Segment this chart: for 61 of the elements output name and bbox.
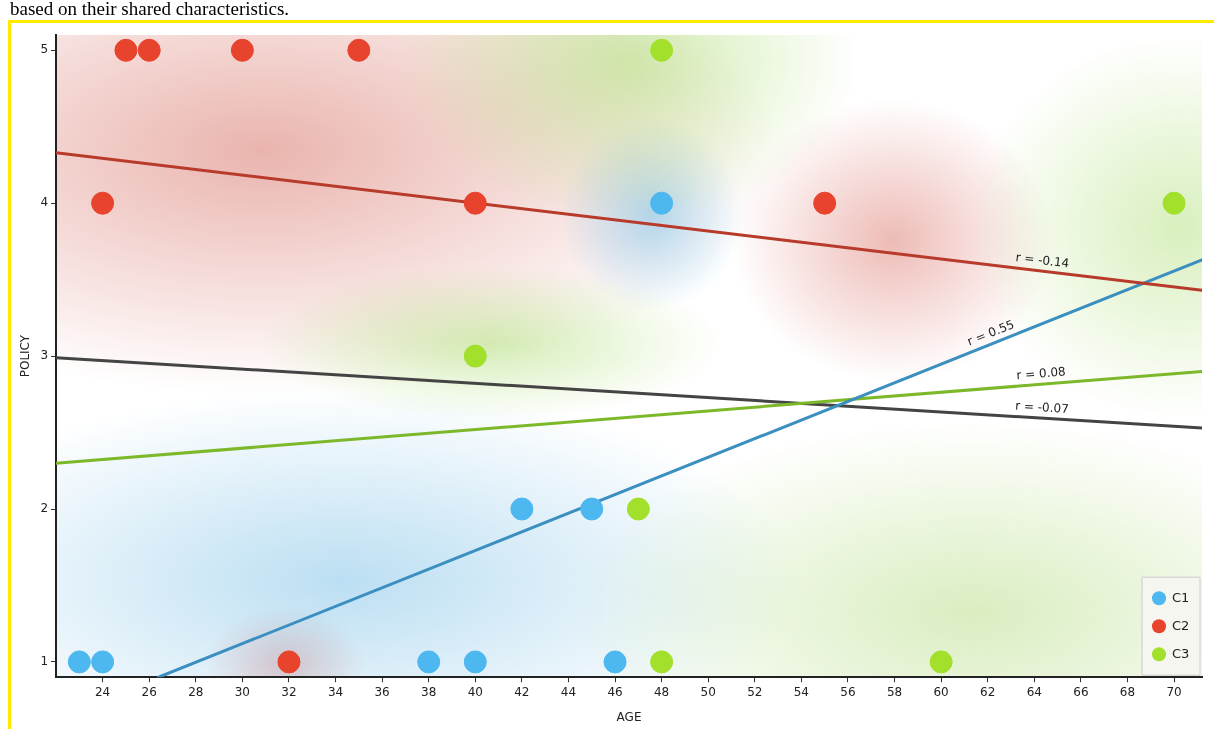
x-tick-label: 52 [747,684,763,699]
point [137,38,161,62]
legend-label: C1 [1172,589,1190,605]
x-tick-label: 42 [514,684,530,699]
x-tick-label: 48 [653,684,670,699]
x-tick-label: 46 [607,684,623,699]
x-tick-label: 56 [840,684,856,699]
point [91,191,115,215]
point [277,650,301,674]
x-tick-label: 54 [793,684,810,699]
point [347,38,371,62]
x-axis-title: AGE [616,709,642,724]
x-tick-label: 32 [281,684,297,699]
point [626,497,650,521]
point [463,191,487,215]
point [650,38,674,62]
y-tick-label: 2 [40,501,49,516]
y-tick-label: 4 [40,195,49,210]
point [929,650,953,674]
point [580,497,604,521]
x-tick-label: 36 [374,684,390,699]
x-tick-label: 70 [1166,684,1182,699]
x-tick-label: 30 [234,684,251,699]
x-tick-label: 28 [188,684,204,699]
point [230,38,254,62]
point [603,650,627,674]
y-tick-label: 3 [40,348,49,363]
point [91,650,115,674]
x-tick-label: 60 [933,684,949,699]
annotation: r = -0.14 [1014,250,1070,271]
point [650,650,674,674]
legend-label: C2 [1172,617,1190,633]
text: based on their shared characteristics. [10,0,290,20]
point [114,38,138,62]
x-tick-label: 66 [1073,684,1089,699]
annotation: r = 0.55 [965,317,1017,349]
x-tick-label: 64 [1026,684,1042,699]
point [510,497,534,521]
y-axis-title: POLICY [18,334,33,378]
point [67,650,91,674]
y-tick-label: 5 [40,42,49,57]
point [813,191,837,215]
point [1162,191,1186,215]
x-tick-label: 58 [886,684,903,699]
x-tick-label: 68 [1119,684,1136,699]
point [463,650,487,674]
point [650,191,674,215]
x-tick-label: 62 [980,684,996,699]
x-tick-label: 44 [560,684,577,699]
point [463,344,487,368]
x-tick-label: 26 [141,684,157,699]
point [417,650,441,674]
annotation: r = -0.07 [1014,398,1070,416]
y-tick-label: 1 [40,654,49,669]
x-tick-label: 38 [421,684,437,699]
x-tick-label: 34 [327,684,344,699]
annotation: r = 0.08 [1015,364,1067,383]
x-tick-label: 40 [467,684,483,699]
x-tick-label: 50 [700,684,716,699]
x-tick-label: 24 [94,684,111,699]
legend-label: C3 [1172,645,1190,661]
